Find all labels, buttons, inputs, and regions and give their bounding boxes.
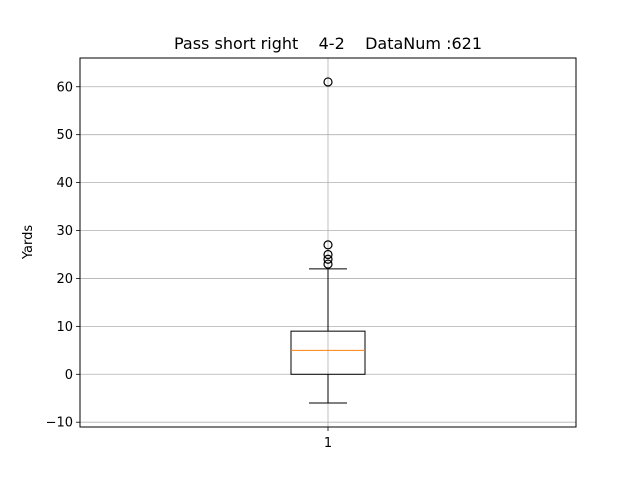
chart-title: Pass short right 4-2 DataNum :621 [174, 34, 482, 53]
outlier-point [323, 259, 333, 269]
outlier-point [323, 77, 333, 87]
iqr-box [290, 330, 366, 375]
outlier-point [323, 254, 333, 264]
plot-frame [79, 57, 577, 428]
grid-lines [80, 58, 576, 427]
y-axis-label: Yards [21, 225, 36, 260]
y-axis-ticks: −10 0 10 20 30 40 50 60 [46, 80, 80, 431]
outlier-point [323, 240, 333, 250]
y-tick-label: 60 [56, 80, 73, 95]
y-tick-label: −10 [46, 416, 73, 431]
y-tick-label: 50 [56, 128, 73, 143]
outlier-point [323, 249, 333, 260]
y-tick-label: 10 [56, 320, 73, 335]
y-tick-label: 20 [56, 272, 73, 287]
y-tick-label: 0 [65, 368, 73, 383]
x-tick-label: 1 [324, 436, 332, 451]
box-series [290, 77, 366, 404]
y-tick-label: 40 [56, 176, 73, 191]
x-axis-ticks: 1 [324, 427, 332, 451]
y-tick-label: 30 [56, 224, 73, 239]
